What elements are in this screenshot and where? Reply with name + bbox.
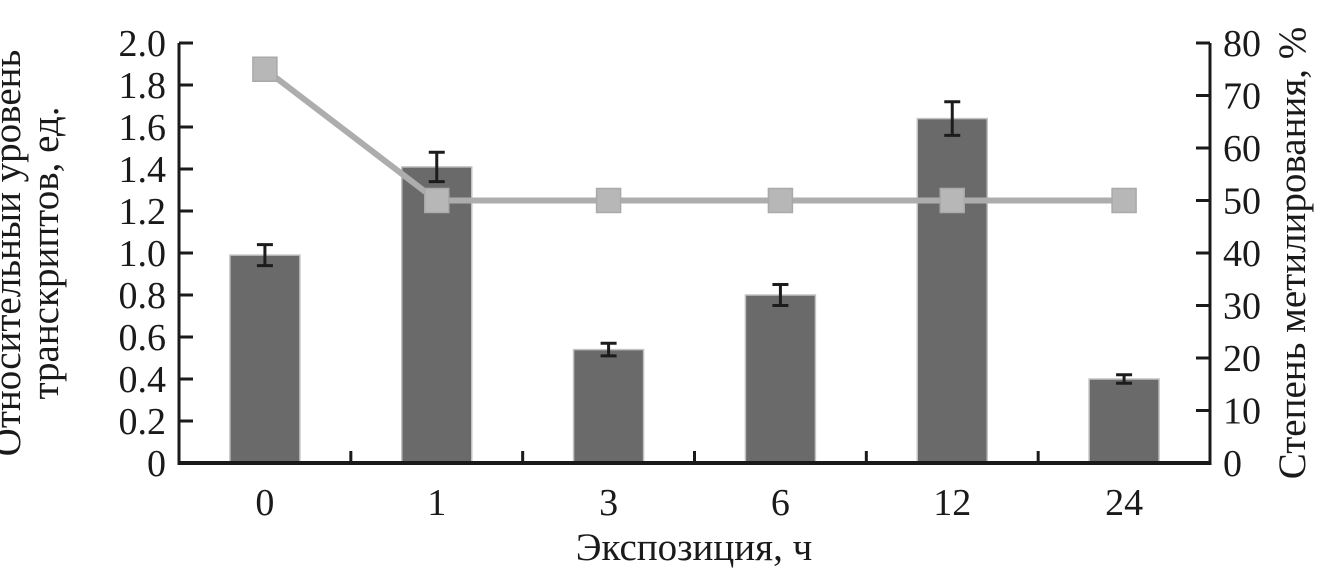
right-axis-title: Степень метилирования, %	[1271, 27, 1314, 480]
line-marker	[595, 187, 622, 214]
right-tick-label: 60	[1223, 128, 1261, 170]
left-tick-label: 1.8	[119, 65, 167, 107]
x-tick-label: 24	[1105, 482, 1143, 524]
line-marker	[424, 187, 450, 214]
left-tick-label: 1.0	[119, 233, 167, 275]
right-tick-label: 30	[1223, 286, 1261, 328]
line-marker	[939, 187, 965, 214]
left-tick-label: 1.2	[119, 191, 167, 233]
bar	[229, 254, 301, 464]
right-tick-label: 40	[1223, 233, 1261, 275]
line-marker	[1111, 187, 1137, 214]
bar	[916, 117, 988, 464]
chart-generated: 2.01.81.61.41.21.00.80.60.40.20807060504…	[119, 23, 1262, 524]
left-tick-label: 2.0	[119, 23, 167, 65]
left-tick-label: 1.6	[119, 107, 167, 149]
left-tick-label: 1.4	[119, 149, 167, 191]
right-tick-label: 0	[1223, 443, 1242, 485]
line-series	[263, 66, 1125, 204]
right-tick-label: 20	[1223, 338, 1261, 380]
x-tick-label: 6	[771, 482, 790, 524]
x-tick-label: 3	[599, 482, 618, 524]
x-tick-label: 1	[427, 482, 446, 524]
left-axis-title-line2: транскриптов, ед.	[24, 106, 67, 399]
x-axis-title: Экспозиция, ч	[576, 526, 812, 569]
bar	[1088, 378, 1160, 464]
line-marker	[767, 187, 794, 214]
x-tick-label: 0	[255, 482, 274, 524]
right-tick-label: 50	[1223, 181, 1261, 223]
bar	[401, 166, 473, 464]
bar	[744, 294, 817, 464]
left-tick-label: 0	[147, 443, 166, 485]
x-tick-label: 12	[933, 482, 971, 524]
left-axis-title-line1: Относительный уровень	[0, 50, 29, 457]
left-tick-label: 0.8	[119, 275, 167, 317]
bar	[572, 348, 645, 464]
line-marker	[252, 56, 278, 82]
left-tick-label: 0.6	[119, 317, 167, 359]
right-tick-label: 70	[1223, 76, 1261, 118]
right-tick-label: 80	[1223, 23, 1261, 65]
left-tick-label: 0.2	[119, 401, 167, 443]
left-tick-label: 0.4	[119, 359, 167, 401]
right-tick-label: 10	[1223, 391, 1261, 433]
